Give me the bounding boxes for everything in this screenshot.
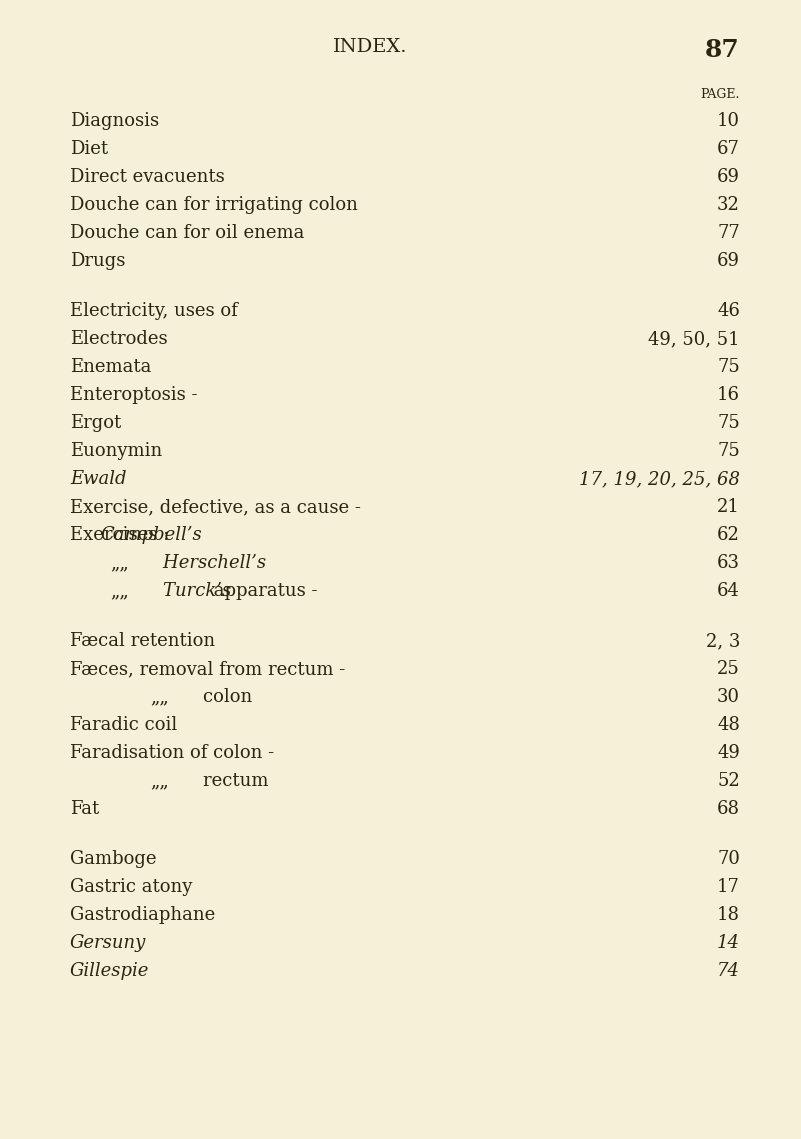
Text: Gamboge: Gamboge <box>70 850 156 868</box>
Text: INDEX.: INDEX. <box>333 38 408 56</box>
Text: Electrodes: Electrodes <box>70 330 167 349</box>
Text: Direct evacuents: Direct evacuents <box>70 167 225 186</box>
Text: 10: 10 <box>717 112 740 130</box>
Text: 14: 14 <box>717 934 740 952</box>
Text: 74: 74 <box>717 962 740 980</box>
Text: Turck’s: Turck’s <box>140 582 231 600</box>
Text: 17: 17 <box>717 878 740 896</box>
Text: Gastrodiaphane: Gastrodiaphane <box>70 906 215 924</box>
Text: 75: 75 <box>717 413 740 432</box>
Text: Exercise, defective, as a cause -: Exercise, defective, as a cause - <box>70 498 361 516</box>
Text: Faradisation of colon -: Faradisation of colon - <box>70 744 274 762</box>
Text: Douche can for oil enema: Douche can for oil enema <box>70 224 304 241</box>
Text: 64: 64 <box>717 582 740 600</box>
Text: „„: „„ <box>150 772 169 790</box>
Text: 17, 19, 20, 25, 68: 17, 19, 20, 25, 68 <box>579 470 740 487</box>
Text: colon: colon <box>180 688 252 706</box>
Text: „„: „„ <box>150 688 169 706</box>
Text: Drugs: Drugs <box>70 252 126 270</box>
Text: 16: 16 <box>717 386 740 404</box>
Text: 63: 63 <box>717 554 740 572</box>
Text: Euonymin: Euonymin <box>70 442 163 460</box>
Text: Faradic coil: Faradic coil <box>70 716 177 734</box>
Text: 49: 49 <box>717 744 740 762</box>
Text: 48: 48 <box>717 716 740 734</box>
Text: Ewald: Ewald <box>70 470 127 487</box>
Text: Douche can for irrigating colon: Douche can for irrigating colon <box>70 196 358 214</box>
Text: Enemata: Enemata <box>70 358 151 376</box>
Text: 52: 52 <box>717 772 740 790</box>
Text: 62: 62 <box>717 526 740 544</box>
Text: 2, 3: 2, 3 <box>706 632 740 650</box>
Text: Exercises :: Exercises : <box>70 526 175 544</box>
Text: 21: 21 <box>717 498 740 516</box>
Text: Ergot: Ergot <box>70 413 121 432</box>
Text: 69: 69 <box>717 167 740 186</box>
Text: Campbell’s: Campbell’s <box>100 526 202 544</box>
Text: Diagnosis: Diagnosis <box>70 112 159 130</box>
Text: 75: 75 <box>717 358 740 376</box>
Text: Electricity, uses of: Electricity, uses of <box>70 302 238 320</box>
Text: 67: 67 <box>717 140 740 158</box>
Text: Enteroptosis -: Enteroptosis - <box>70 386 198 404</box>
Text: Gillespie: Gillespie <box>70 962 149 980</box>
Text: „„: „„ <box>110 554 129 572</box>
Text: 46: 46 <box>717 302 740 320</box>
Text: 49, 50, 51: 49, 50, 51 <box>648 330 740 349</box>
Text: 18: 18 <box>717 906 740 924</box>
Text: Gastric atony: Gastric atony <box>70 878 192 896</box>
Text: 70: 70 <box>717 850 740 868</box>
Text: „„: „„ <box>110 582 129 600</box>
Text: 32: 32 <box>717 196 740 214</box>
Text: Herschell’s: Herschell’s <box>140 554 266 572</box>
Text: 25: 25 <box>717 659 740 678</box>
Text: PAGE.: PAGE. <box>701 88 740 101</box>
Text: 69: 69 <box>717 252 740 270</box>
Text: 75: 75 <box>717 442 740 460</box>
Text: Gersuny: Gersuny <box>70 934 147 952</box>
Text: Fat: Fat <box>70 800 99 818</box>
Text: 68: 68 <box>717 800 740 818</box>
Text: 30: 30 <box>717 688 740 706</box>
Text: rectum: rectum <box>180 772 268 790</box>
Text: apparatus -: apparatus - <box>208 582 317 600</box>
Text: 87: 87 <box>705 38 740 62</box>
Text: 77: 77 <box>717 224 740 241</box>
Text: Fæces, removal from rectum -: Fæces, removal from rectum - <box>70 659 345 678</box>
Text: Fæcal retention: Fæcal retention <box>70 632 215 650</box>
Text: Diet: Diet <box>70 140 108 158</box>
